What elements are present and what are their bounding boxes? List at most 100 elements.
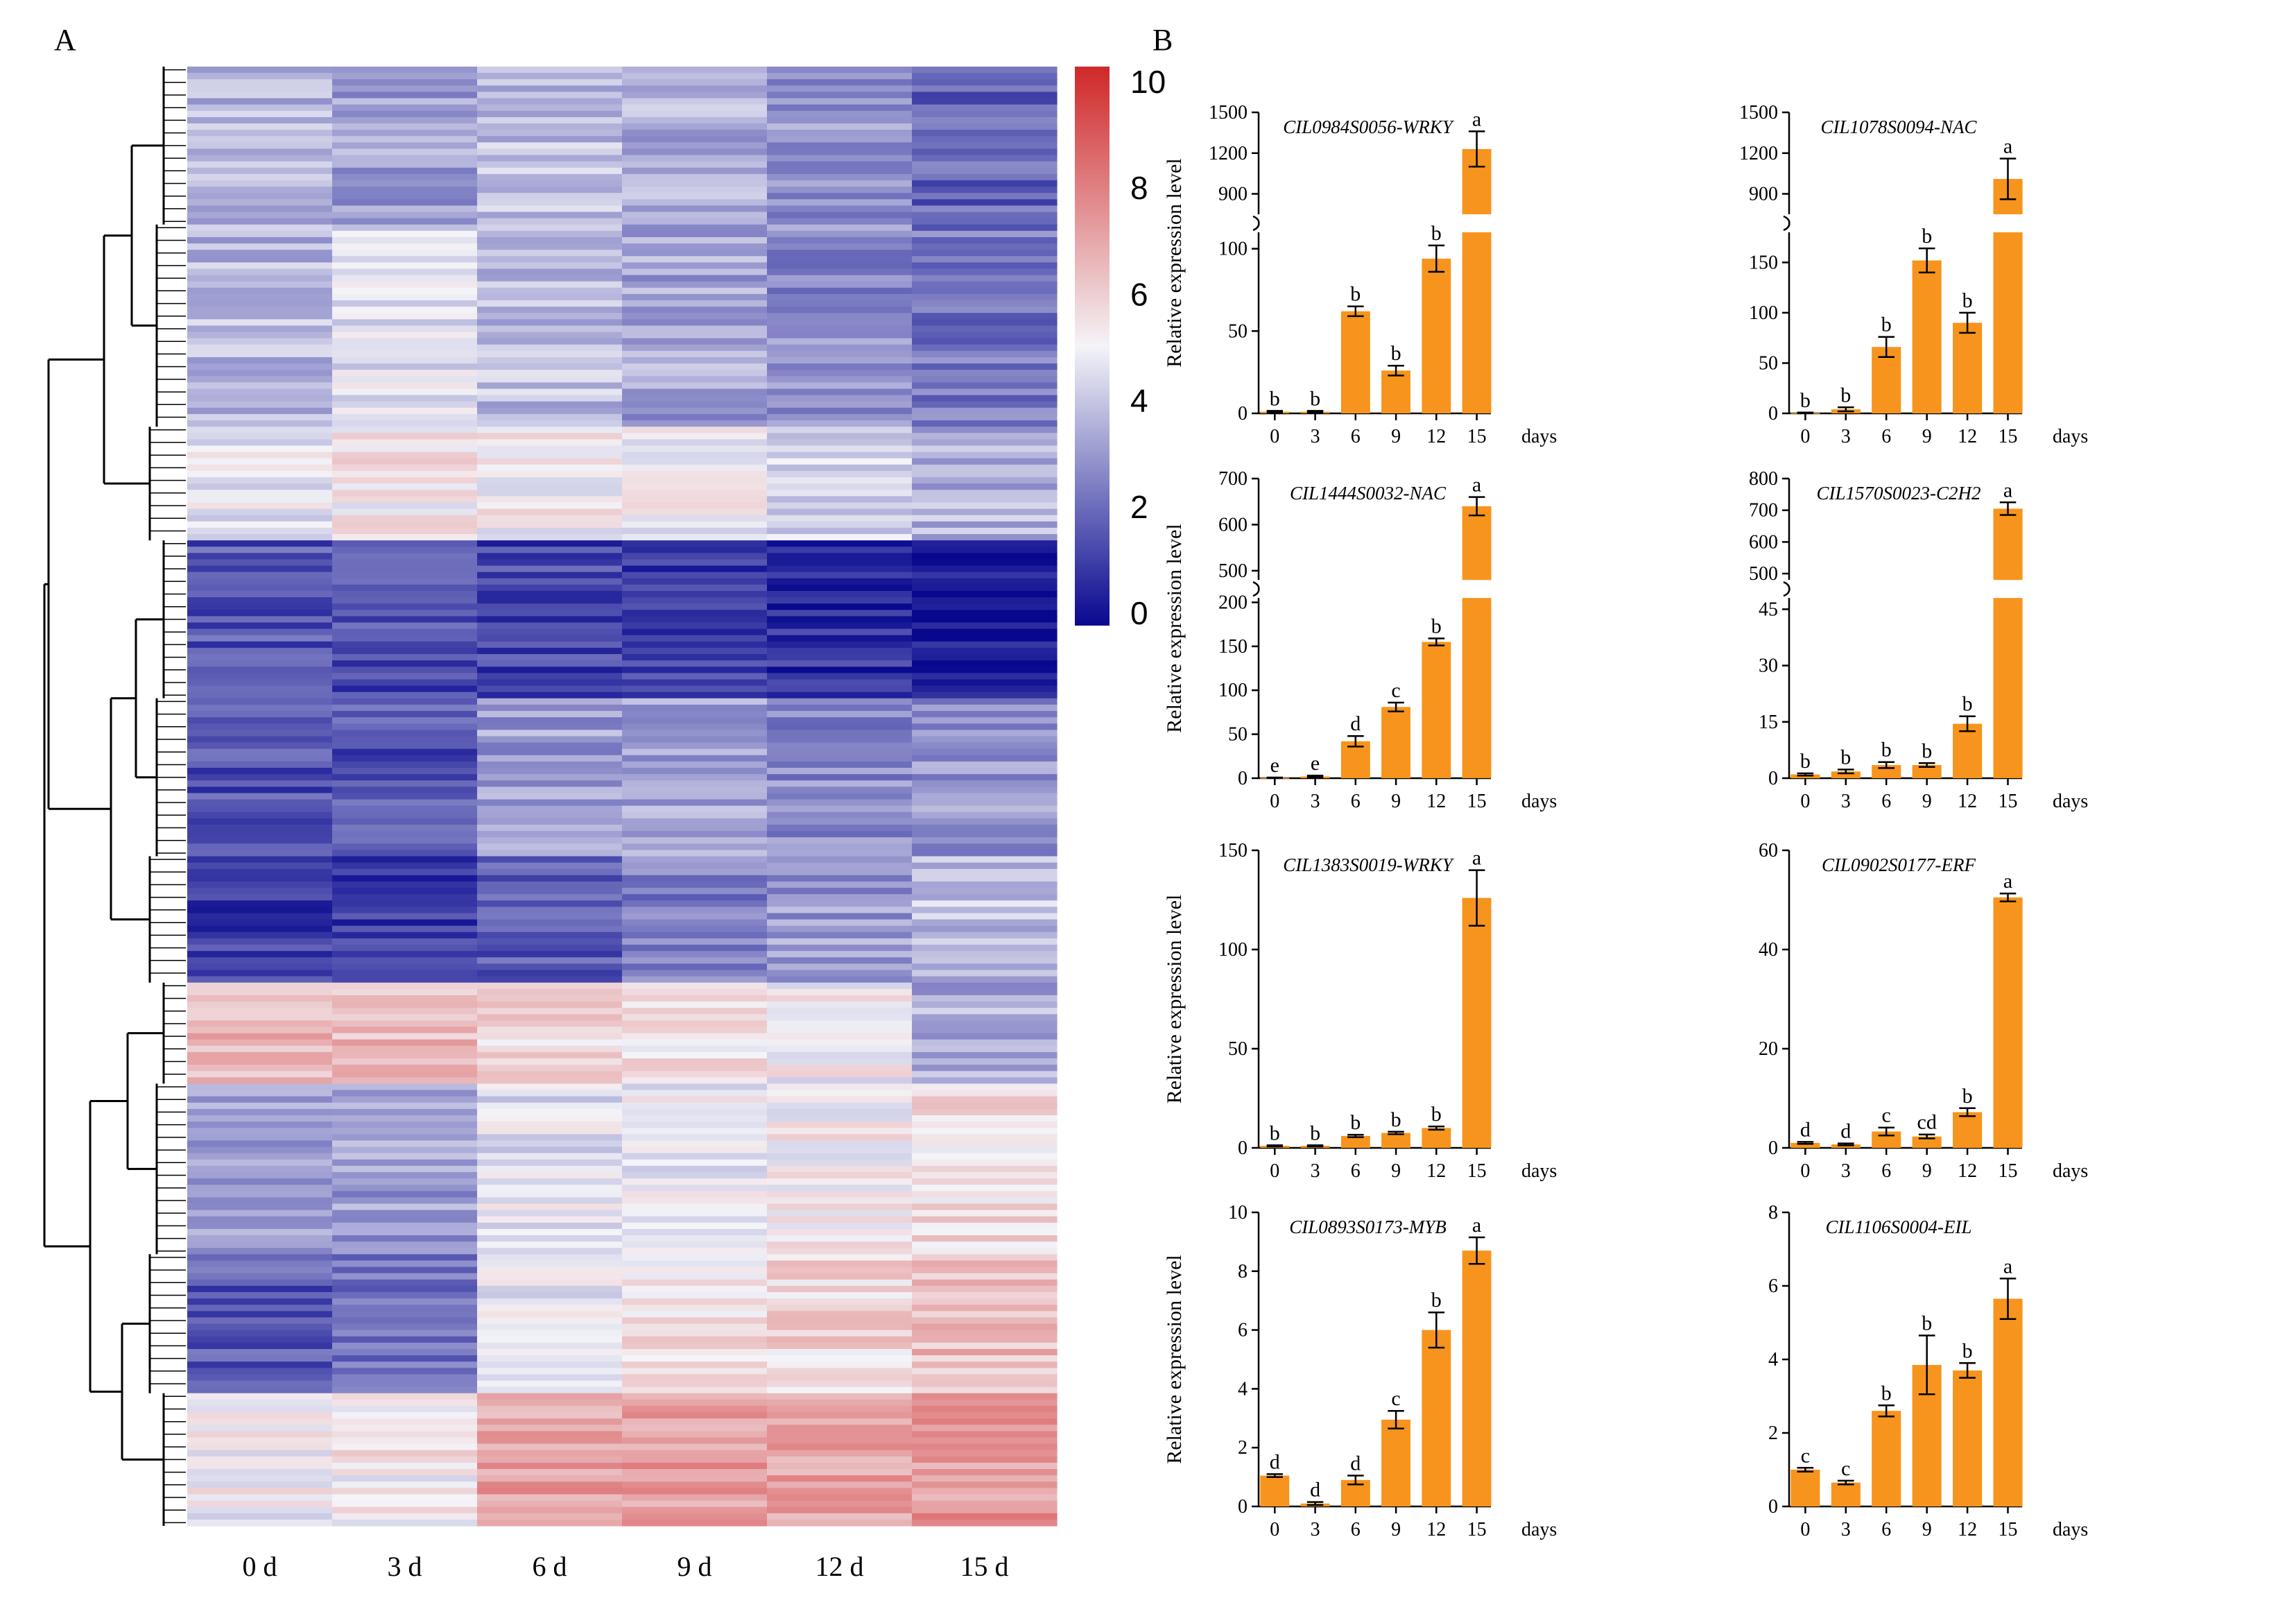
y-tick-label: 100 bbox=[1218, 680, 1248, 701]
bar bbox=[1953, 1112, 1983, 1148]
chart-title: CIL1570S0023-C2H2 bbox=[1816, 483, 1980, 504]
heatmap-cell bbox=[622, 1393, 768, 1400]
heatmap-cell bbox=[912, 1014, 1058, 1021]
heatmap-cell bbox=[477, 1002, 623, 1008]
heatmap-cell bbox=[912, 1222, 1058, 1230]
y-tick-label: 45 bbox=[1759, 599, 1778, 620]
heatmap-cell bbox=[187, 1494, 333, 1502]
heatmap-cell bbox=[477, 1039, 623, 1047]
heatmap-cell bbox=[622, 1014, 768, 1021]
bar bbox=[1381, 1419, 1410, 1506]
heatmap-cell bbox=[622, 768, 768, 775]
heatmap-cell bbox=[767, 527, 913, 535]
heatmap-cell bbox=[332, 1140, 478, 1148]
heatmap-cell bbox=[912, 1500, 1058, 1508]
x-tick-label: 3 bbox=[1841, 791, 1851, 812]
heatmap-cell bbox=[767, 205, 913, 213]
heatmap-cell bbox=[332, 363, 478, 370]
heatmap-cell bbox=[912, 1443, 1058, 1451]
heatmap-cell bbox=[767, 212, 913, 219]
heatmap-cell bbox=[912, 565, 1058, 573]
heatmap-cell bbox=[332, 565, 478, 573]
bar bbox=[1462, 1251, 1492, 1506]
x-tick-label: 9 bbox=[1922, 426, 1932, 447]
heatmap-cell bbox=[912, 748, 1058, 756]
heatmap-cell bbox=[477, 413, 623, 421]
y-tick-label: 0 bbox=[1238, 1137, 1248, 1159]
y-tick-label: 100 bbox=[1749, 302, 1778, 324]
y-tick-label: 50 bbox=[1228, 724, 1248, 746]
significance-letter: b bbox=[1431, 1289, 1442, 1312]
heatmap-cell bbox=[187, 553, 333, 560]
x-tick-label: 15 bbox=[1999, 1160, 2018, 1182]
heatmap-cell bbox=[622, 761, 768, 768]
heatmap-cell bbox=[477, 1355, 623, 1362]
heatmap-cell bbox=[332, 262, 478, 270]
heatmap-cell bbox=[767, 73, 913, 80]
heatmap-cell bbox=[332, 458, 478, 465]
heatmap-cell bbox=[912, 1450, 1058, 1457]
heatmap-cell bbox=[767, 117, 913, 124]
heatmap-cell bbox=[332, 508, 478, 516]
significance-letter: b bbox=[1800, 750, 1811, 773]
heatmap-cell bbox=[332, 1051, 478, 1059]
heatmap-cell bbox=[187, 919, 333, 927]
heatmap-cell bbox=[622, 1311, 768, 1318]
heatmap-cell bbox=[912, 547, 1058, 553]
heatmap-cell bbox=[912, 250, 1058, 257]
heatmap-cell bbox=[622, 755, 768, 762]
heatmap-cell bbox=[332, 445, 478, 453]
x-tick-label: 12 bbox=[1426, 1519, 1446, 1540]
heatmap-cell bbox=[477, 98, 623, 105]
heatmap-cell bbox=[332, 1058, 478, 1065]
x-tick-label: 0 bbox=[1800, 1519, 1810, 1540]
heatmap-cell bbox=[187, 483, 333, 490]
significance-letter: a bbox=[1472, 474, 1481, 497]
heatmap-cell bbox=[332, 1500, 478, 1508]
heatmap-cell bbox=[477, 1292, 623, 1299]
heatmap-cell bbox=[187, 691, 333, 699]
heatmap-cell bbox=[767, 1481, 913, 1488]
heatmap-cell bbox=[187, 1248, 333, 1255]
heatmap-cell bbox=[187, 155, 333, 162]
heatmap-cell bbox=[767, 622, 913, 630]
heatmap-cell bbox=[622, 951, 768, 958]
heatmap-cell bbox=[622, 603, 768, 610]
heatmap-cell bbox=[187, 1108, 333, 1116]
heatmap-cell bbox=[477, 356, 623, 364]
heatmap-cell bbox=[332, 691, 478, 699]
heatmap-cell bbox=[477, 1020, 623, 1028]
heatmap-cell bbox=[767, 957, 913, 964]
heatmap-cell bbox=[477, 900, 623, 907]
heatmap-cell bbox=[477, 458, 623, 465]
heatmap-cell bbox=[187, 1254, 333, 1262]
heatmap-cell bbox=[912, 458, 1058, 465]
heatmap-cell bbox=[767, 1002, 913, 1008]
heatmap-cell bbox=[187, 850, 333, 857]
heatmap-cell bbox=[912, 218, 1058, 225]
y-tick-label: 6 bbox=[1238, 1320, 1248, 1341]
heatmap-cell bbox=[477, 338, 623, 345]
heatmap-cell bbox=[767, 1260, 913, 1268]
y-tick-label: 150 bbox=[1218, 840, 1248, 861]
heatmap-cell bbox=[767, 597, 913, 604]
heatmap-cell bbox=[767, 691, 913, 699]
heatmap-cell bbox=[187, 527, 333, 535]
heatmap-cell bbox=[477, 723, 623, 730]
heatmap-cell bbox=[622, 787, 768, 794]
heatmap-cell bbox=[622, 1122, 768, 1128]
heatmap-cell bbox=[622, 553, 768, 560]
heatmap-cell bbox=[912, 199, 1058, 206]
x-tick-label: 0 bbox=[1800, 1160, 1810, 1182]
heatmap-cell bbox=[622, 275, 768, 282]
heatmap-cell bbox=[477, 565, 623, 573]
x-tick-label: 12 bbox=[1958, 791, 1977, 812]
heatmap-cell bbox=[477, 1228, 623, 1236]
heatmap-cell bbox=[187, 1222, 333, 1230]
bar bbox=[1993, 508, 2023, 581]
heatmap-cell bbox=[767, 1380, 913, 1388]
heatmap-cell bbox=[912, 1305, 1058, 1312]
heatmap-cell bbox=[622, 250, 768, 257]
heatmap-cell bbox=[622, 1216, 768, 1223]
heatmap-cell bbox=[332, 187, 478, 194]
